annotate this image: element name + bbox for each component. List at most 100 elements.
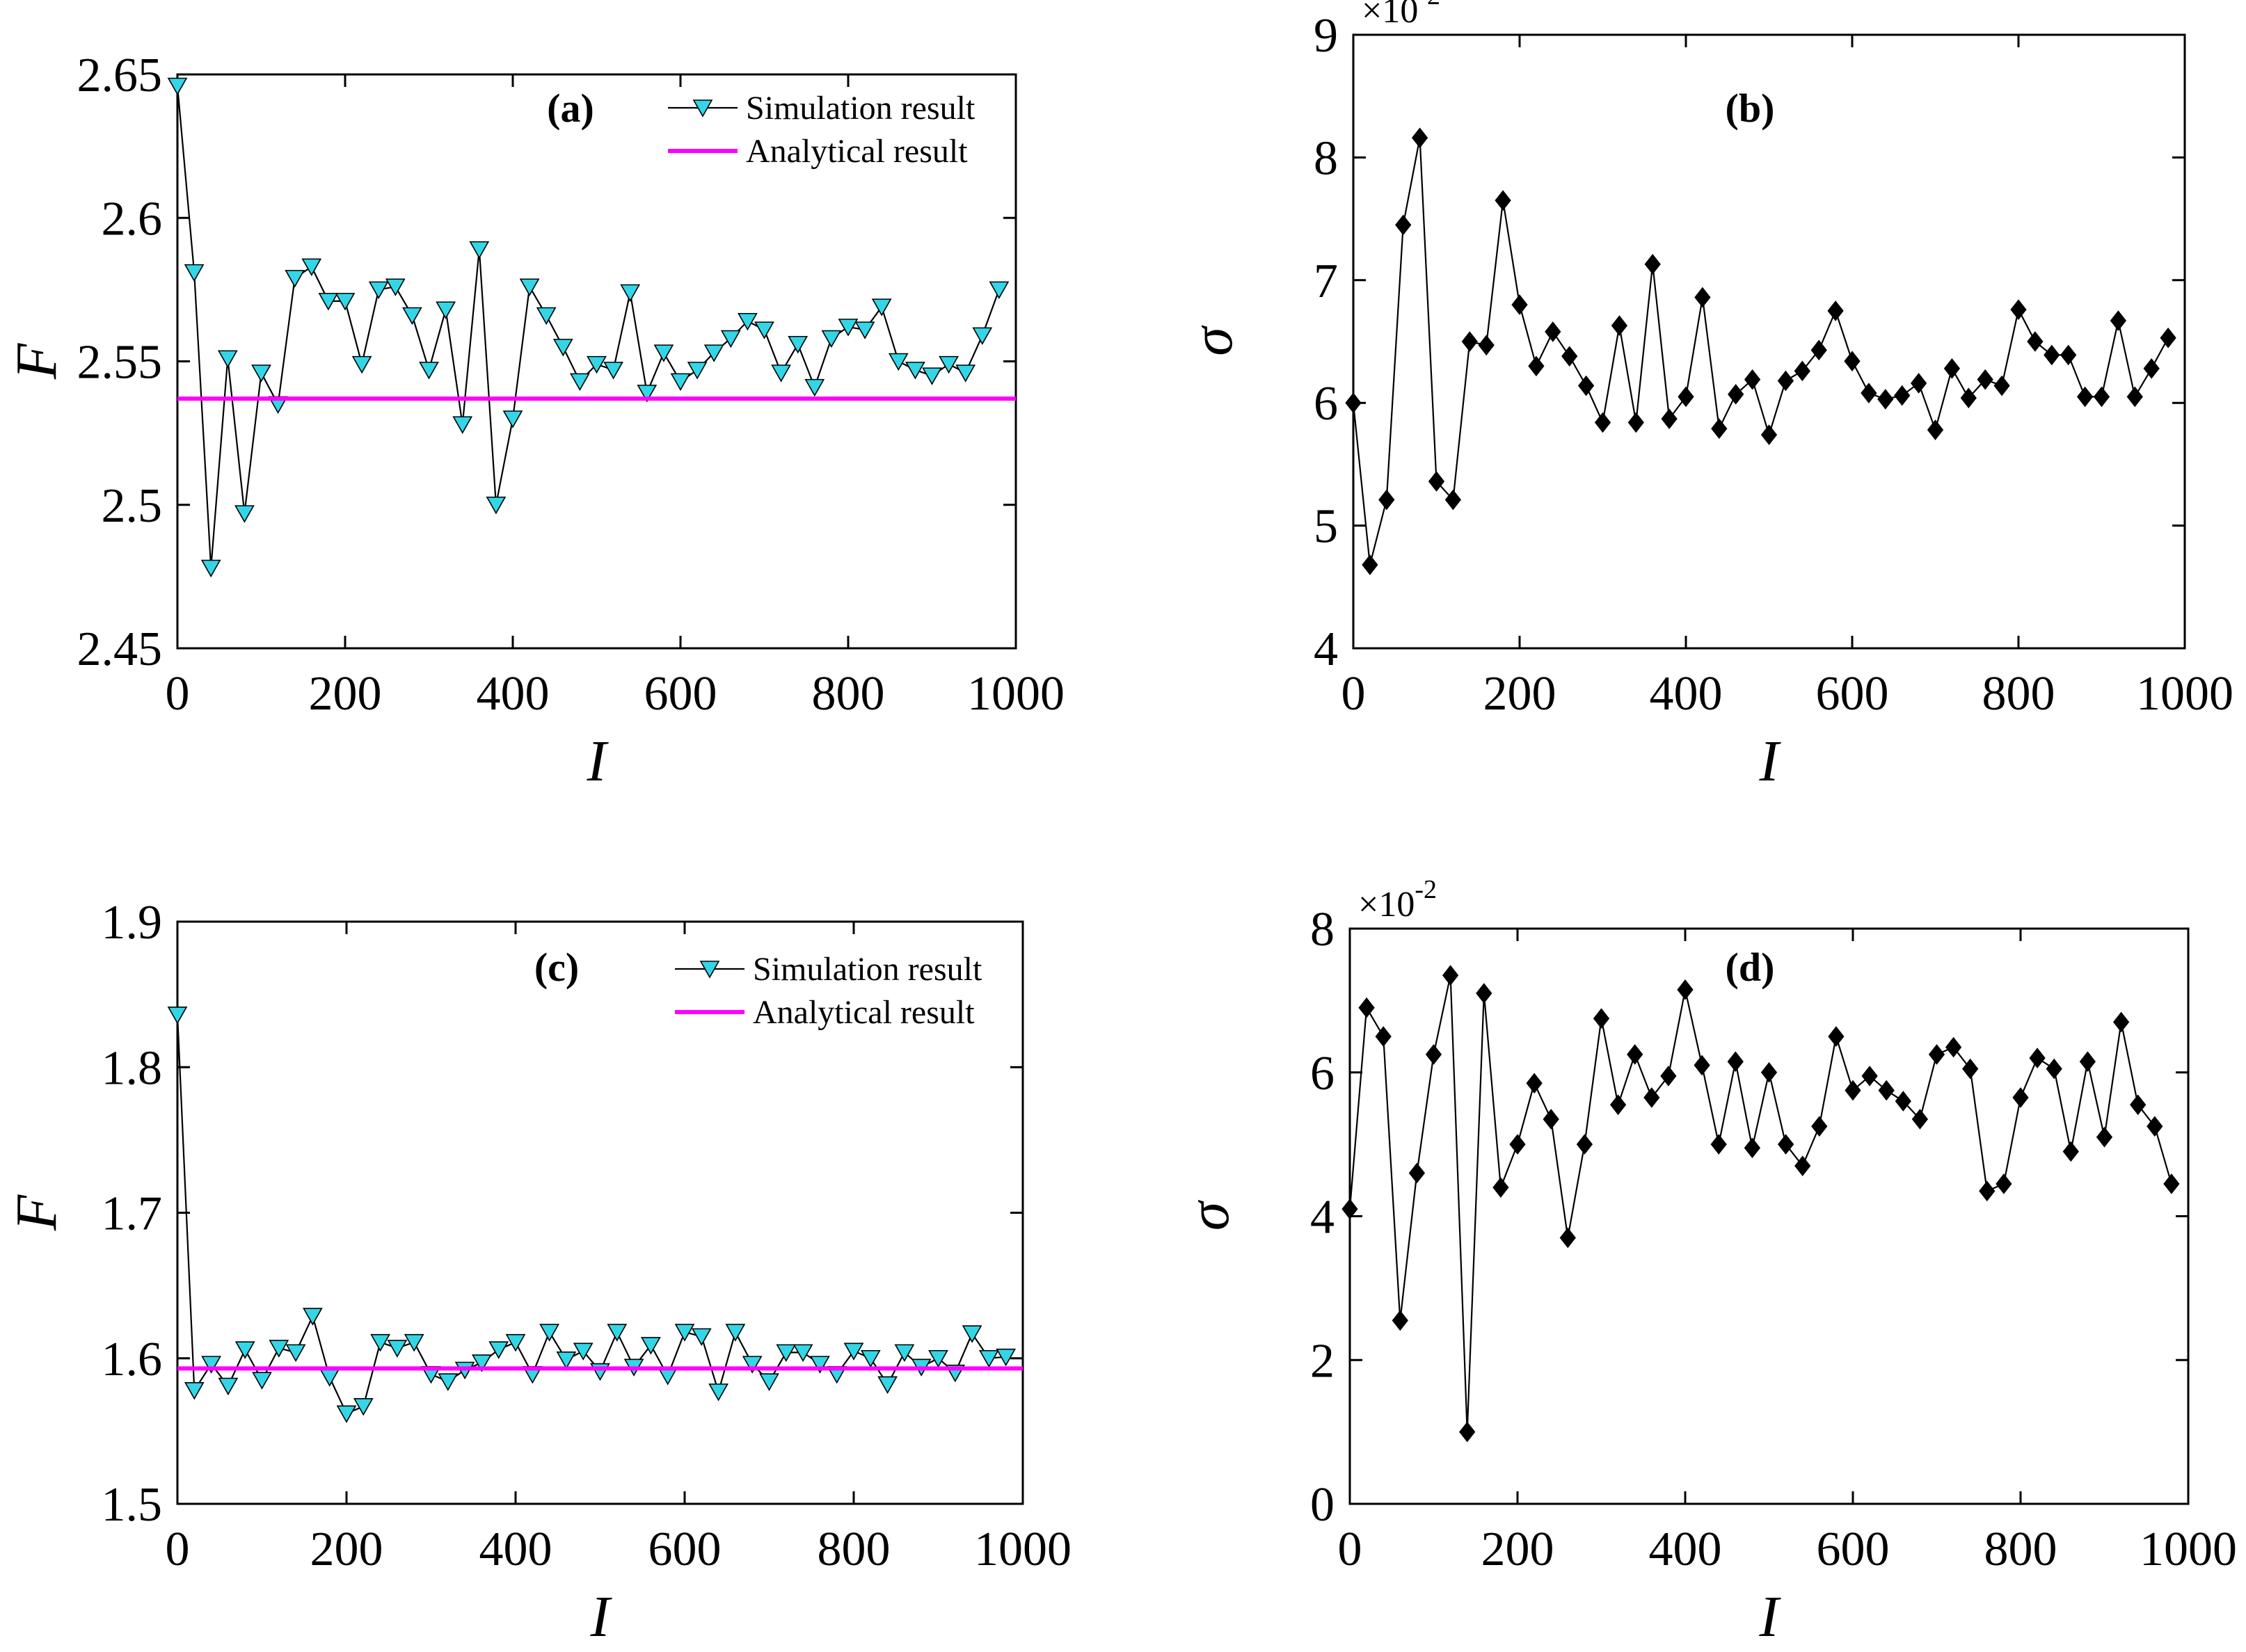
data-point bbox=[1895, 1091, 1911, 1112]
y-tick-label: 1.5 bbox=[102, 1478, 163, 1532]
legend: Simulation result Analytical result bbox=[668, 90, 975, 170]
data-point bbox=[1894, 385, 1911, 406]
legend-marker bbox=[699, 961, 720, 979]
data-point bbox=[1444, 489, 1462, 511]
series-simulation-result bbox=[167, 1007, 1017, 1423]
legend-entry: Analytical result bbox=[746, 133, 968, 170]
data-point bbox=[2110, 310, 2127, 331]
data-point bbox=[1945, 1036, 1962, 1058]
x-tick-label: 1000 bbox=[967, 667, 1065, 721]
series-line bbox=[1348, 975, 2172, 1432]
data-point bbox=[218, 1377, 239, 1396]
data-point bbox=[972, 327, 993, 346]
data-point bbox=[877, 1376, 898, 1395]
data-point bbox=[776, 1344, 797, 1363]
data-point bbox=[1777, 370, 1794, 392]
data-point bbox=[1977, 369, 1993, 390]
data-point bbox=[536, 307, 557, 326]
data-point bbox=[810, 1356, 830, 1374]
exponent-base: ×10 bbox=[1362, 0, 1418, 31]
panel-a: 0 200 400 600 800 1000 2.45 2.5 2.55 2.6 2.65 I F (a)… bbox=[4, 49, 1065, 794]
data-point bbox=[552, 339, 573, 357]
data-point bbox=[1428, 471, 1445, 492]
data-point bbox=[670, 373, 691, 392]
data-point bbox=[821, 330, 842, 348]
y-tick-label: 4 bbox=[1314, 623, 1338, 676]
data-point bbox=[1760, 424, 1778, 445]
data-point bbox=[1609, 1094, 1627, 1116]
y-tick-label: 2.65 bbox=[77, 49, 163, 102]
x-axis-title: I bbox=[587, 729, 610, 794]
data-point bbox=[894, 1344, 915, 1363]
data-point bbox=[502, 410, 523, 428]
data-point bbox=[1528, 355, 1545, 377]
data-point bbox=[1375, 1026, 1392, 1047]
data-point bbox=[1811, 1116, 1828, 1137]
data-point bbox=[402, 307, 422, 326]
data-point bbox=[1543, 1109, 1559, 1130]
data-point bbox=[996, 1348, 1017, 1367]
x-tick-label: 1000 bbox=[2140, 1523, 2237, 1576]
x-axis-title: I bbox=[1759, 729, 1782, 794]
data-point bbox=[2126, 386, 2143, 408]
data-point bbox=[1660, 1066, 1677, 1086]
data-point bbox=[387, 1340, 408, 1358]
data-point bbox=[234, 505, 255, 523]
data-point bbox=[2130, 1094, 2147, 1116]
panel-label: (b) bbox=[1726, 86, 1775, 131]
data-point bbox=[2012, 1087, 2029, 1108]
y-axis-title: F bbox=[4, 342, 69, 380]
x-tick-label: 0 bbox=[1341, 667, 1366, 721]
y-tick-label: 1.8 bbox=[102, 1041, 163, 1095]
data-point bbox=[1727, 1051, 1744, 1073]
y-tick-label: 2.6 bbox=[102, 192, 163, 246]
data-point bbox=[1777, 1134, 1794, 1155]
data-point bbox=[319, 1369, 340, 1387]
data-point bbox=[607, 1324, 628, 1342]
x-tick-label: 600 bbox=[1816, 667, 1889, 721]
data-point bbox=[687, 362, 708, 380]
x-tick-label: 0 bbox=[166, 1523, 190, 1576]
data-point bbox=[472, 1354, 492, 1372]
data-point bbox=[234, 1341, 255, 1359]
exponent-label: ×10-2 bbox=[1362, 0, 1440, 31]
data-point bbox=[1545, 321, 1561, 342]
data-point bbox=[2093, 386, 2110, 408]
data-point bbox=[1478, 335, 1495, 356]
x-tick-label: 800 bbox=[812, 667, 885, 721]
data-point bbox=[1511, 294, 1528, 315]
data-point bbox=[438, 1373, 459, 1391]
data-point bbox=[1661, 408, 1678, 429]
data-point bbox=[2046, 1058, 2062, 1080]
data-point bbox=[1358, 997, 1375, 1018]
data-point bbox=[301, 258, 322, 277]
data-point bbox=[1643, 1087, 1660, 1108]
data-point bbox=[217, 350, 238, 369]
data-point bbox=[2076, 386, 2094, 408]
x-tick-label: 600 bbox=[1817, 1523, 1890, 1576]
data-point bbox=[888, 353, 909, 371]
panel-c: 0 200 400 600 800 1000 1.5 1.6 1.7 1.8 1.9 I F (c) Sim… bbox=[4, 896, 1072, 1649]
data-point bbox=[641, 1337, 661, 1355]
exponent-label: ×10-2 bbox=[1358, 875, 1437, 924]
data-point bbox=[691, 1328, 712, 1346]
data-point bbox=[1710, 1134, 1727, 1155]
data-point bbox=[905, 362, 925, 380]
y-tick-label: 2.45 bbox=[77, 623, 163, 676]
data-point bbox=[771, 364, 791, 383]
data-point bbox=[653, 344, 674, 362]
series-line bbox=[1352, 137, 2169, 566]
x-tick-label: 600 bbox=[648, 1523, 722, 1576]
x-tick-label: 200 bbox=[309, 667, 382, 721]
data-point bbox=[385, 278, 406, 296]
data-point bbox=[2147, 1116, 2163, 1137]
exponent-base: ×10 bbox=[1358, 885, 1415, 924]
data-point bbox=[1962, 1058, 1979, 1080]
y-tick-label: 1.6 bbox=[102, 1333, 163, 1386]
panel-label: (c) bbox=[534, 945, 579, 990]
legend-entry: Simulation result bbox=[753, 951, 982, 988]
data-point bbox=[860, 1349, 881, 1368]
y-tick-label: 1.9 bbox=[102, 896, 163, 949]
panel-label: (d) bbox=[1726, 945, 1775, 990]
data-point bbox=[184, 264, 205, 282]
